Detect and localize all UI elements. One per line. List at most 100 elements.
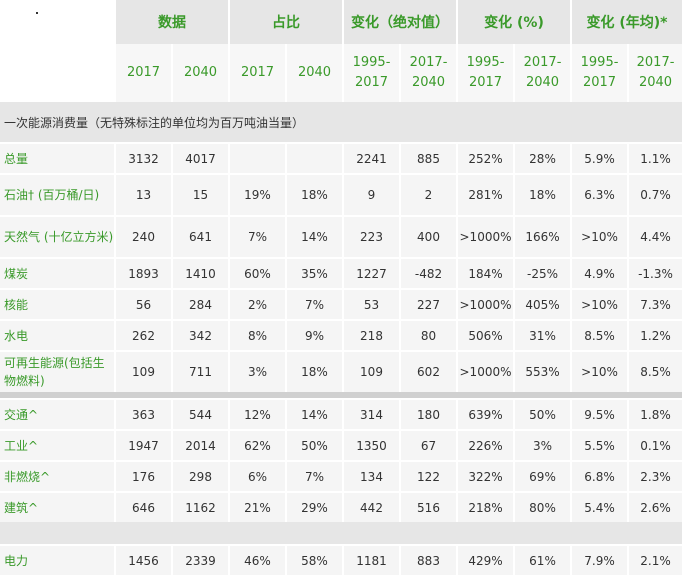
table-cell: 8.5% — [570, 319, 628, 350]
table-cell: 60% — [228, 257, 285, 288]
table-row: 交通^ 363 544 12% 14% 314 180 639% 50% 9.5% 1.8% — [0, 398, 682, 429]
table-row: 电力 1456 2339 46% 58% 1181 883 429% 61% 7.9% 2.1% — [0, 544, 682, 575]
table-cell: 0.7% — [627, 173, 682, 215]
table-cell: 15 — [171, 173, 228, 215]
header-sub-text: 1995- — [352, 55, 391, 70]
table-cell: 2 — [399, 173, 456, 215]
table-cell: 281% — [456, 173, 513, 215]
header-sub-cell: 2040 — [171, 44, 228, 102]
header-sub-text: 2040 — [638, 75, 673, 90]
table-cell: 18% — [285, 173, 342, 215]
table-cell: 7% — [285, 288, 342, 319]
table-cell: 544 — [171, 398, 228, 429]
table-cell: 56 — [114, 288, 171, 319]
table-cell: 1.8% — [627, 398, 682, 429]
table-cell: 109 — [342, 350, 399, 392]
row-label: 建筑^ — [0, 491, 114, 522]
table-cell: 1227 — [342, 257, 399, 288]
table-cell: >10% — [570, 288, 628, 319]
table-cell: 641 — [171, 215, 228, 257]
table-cell: 240 — [114, 215, 171, 257]
header-sub-text: 2040 — [297, 65, 332, 80]
table-cell: 322% — [456, 460, 513, 491]
table-cell: 442 — [342, 491, 399, 522]
table-cell: 342 — [171, 319, 228, 350]
table-cell: 553% — [513, 350, 571, 392]
header-sub-cell: 1995- 2017 — [570, 44, 628, 102]
table-cell: 3132 — [114, 142, 171, 173]
header-group-abs-change: 变化（绝对值） — [342, 0, 456, 44]
table-cell: 67 — [399, 429, 456, 460]
table-cell — [228, 142, 285, 173]
table-cell: 1350 — [342, 429, 399, 460]
row-label: 电力 — [0, 544, 114, 575]
table-cell: 1181 — [342, 544, 399, 575]
table-cell: 506% — [456, 319, 513, 350]
table-cell: 6.3% — [570, 173, 628, 215]
table-cell: 2.3% — [627, 460, 682, 491]
table-row: 天然气 (十亿立方米) 240 641 7% 14% 223 400 >1000% 166% >1… — [0, 215, 682, 257]
table-cell: 639% — [456, 398, 513, 429]
table-cell: 46% — [228, 544, 285, 575]
table-cell: 14% — [285, 215, 342, 257]
row-label: 工业^ — [0, 429, 114, 460]
table-cell — [285, 142, 342, 173]
table-cell: 1410 — [171, 257, 228, 288]
header-sub-cell: 2017- 2040 — [627, 44, 682, 102]
table-cell: 314 — [342, 398, 399, 429]
table-cell: 4.4% — [627, 215, 682, 257]
table-cell: 18% — [285, 350, 342, 392]
table-cell: 885 — [399, 142, 456, 173]
table-cell: 180 — [399, 398, 456, 429]
table-cell: 3% — [513, 429, 571, 460]
table-cell: 298 — [171, 460, 228, 491]
header-sub-text: 2017 — [354, 75, 389, 90]
table-row: 石油† (百万桶/日) 13 15 19% 18% 9 2 281% 18% 6.3% 0.7% — [0, 173, 682, 215]
header-sub-cell: 2017- 2040 — [399, 44, 456, 102]
header-sub-text: 2040 — [183, 65, 218, 80]
table-cell: 61% — [513, 544, 571, 575]
table-cell: 6.8% — [570, 460, 628, 491]
table-cell: 2339 — [171, 544, 228, 575]
table-cell: 711 — [171, 350, 228, 392]
table-cell: 134 — [342, 460, 399, 491]
table-cell: 6% — [228, 460, 285, 491]
row-label: 煤炭 — [0, 257, 114, 288]
table-row: 建筑^ 646 1162 21% 29% 442 516 218% 80% 5.4% 2.6% — [0, 491, 682, 522]
table-cell: 1.2% — [627, 319, 682, 350]
header-group-share: 占比 — [228, 0, 342, 44]
row-label: 核能 — [0, 288, 114, 319]
header-sub-cell: 1995- 2017 — [456, 44, 513, 102]
table-cell: 1947 — [114, 429, 171, 460]
header-group-annual-change: 变化 (年均)* — [570, 0, 682, 44]
table-cell: 7% — [285, 460, 342, 491]
spacer-row — [0, 392, 682, 398]
table-cell: 62% — [228, 429, 285, 460]
header-sub-cell: 2017 — [228, 44, 285, 102]
corner-dot — [36, 12, 38, 14]
table-cell: >1000% — [456, 350, 513, 392]
table-cell: 31% — [513, 319, 571, 350]
table-cell: 8% — [228, 319, 285, 350]
table-cell: 646 — [114, 491, 171, 522]
header-sub-text: 2017- — [523, 55, 562, 70]
table-cell: 5.9% — [570, 142, 628, 173]
table-cell: 9% — [285, 319, 342, 350]
table-cell: >1000% — [456, 288, 513, 319]
table-cell: 166% — [513, 215, 571, 257]
table-cell: 2014 — [171, 429, 228, 460]
table-cell: 405% — [513, 288, 571, 319]
table-cell: 7.9% — [570, 544, 628, 575]
row-label: 可再生能源(包括生物燃料) — [0, 350, 114, 392]
row-label: 天然气 (十亿立方米) — [0, 215, 114, 257]
table-cell: 2% — [228, 288, 285, 319]
table-cell: 883 — [399, 544, 456, 575]
table-cell: 226% — [456, 429, 513, 460]
table-cell: 363 — [114, 398, 171, 429]
header-sub-cell: 2017- 2040 — [513, 44, 571, 102]
table-cell: 176 — [114, 460, 171, 491]
table-row: 非燃烧^ 176 298 6% 7% 134 122 322% 69% 6.8% 2.3% — [0, 460, 682, 491]
header-sub-cell: 1995- 2017 — [342, 44, 399, 102]
table-cell: 18% — [513, 173, 571, 215]
